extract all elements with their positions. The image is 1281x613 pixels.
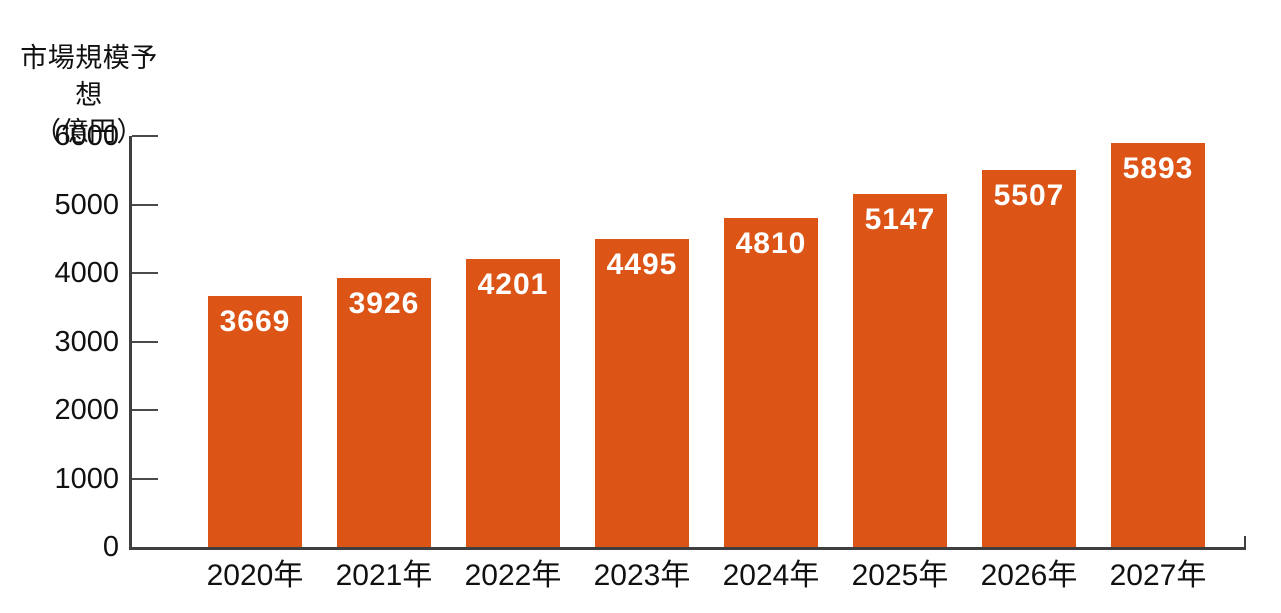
bar-2026年: 5507	[982, 169, 1076, 547]
bar-value-label: 4201	[477, 268, 549, 302]
x-tick-label: 2020年	[206, 559, 304, 592]
chart-title-line1: 市場規模予想	[20, 43, 158, 110]
bar-value-label: 5507	[993, 178, 1065, 212]
bar-2025年: 5147	[853, 194, 947, 547]
chart-title-line2: （億円）	[34, 117, 144, 147]
y-tick	[132, 340, 158, 343]
y-tick-label: 5000	[54, 188, 119, 221]
y-tick	[132, 409, 158, 411]
bar-2020年: 3669	[208, 295, 302, 547]
bar-2023年: 4495	[595, 239, 689, 547]
y-tick-label: 1000	[54, 462, 119, 495]
x-tick-label: 2021年	[335, 559, 433, 592]
y-tick	[132, 203, 158, 206]
bar-value-label: 3926	[348, 287, 420, 321]
y-tick-label: 3000	[54, 325, 119, 358]
y-tick	[132, 272, 158, 274]
bar-value-label: 5893	[1122, 152, 1194, 186]
bar-value-label: 4495	[606, 248, 678, 282]
y-tick	[132, 477, 158, 480]
x-axis-end-tick	[1244, 536, 1246, 547]
bar-value-label: 4810	[735, 226, 807, 260]
x-tick-label: 2026年	[980, 559, 1078, 592]
bar-2024年: 4810	[724, 217, 818, 547]
bar-value-label: 3669	[219, 304, 291, 338]
plot-area: 0 1000 2000 3000 4000 5000 6000 3669 3926 4201 44…	[54, 120, 1246, 592]
x-tick-label: 2025年	[851, 559, 949, 592]
y-tick-label: 4000	[54, 257, 119, 289]
bar-value-label: 5147	[864, 203, 936, 237]
x-tick-label: 2024年	[722, 559, 820, 592]
y-tick	[132, 135, 158, 137]
x-tick-label: 2023年	[593, 559, 691, 592]
y-tick-label: 2000	[54, 394, 119, 426]
bar-2022年: 4201	[466, 259, 560, 547]
bar-2027年: 5893	[1111, 143, 1205, 547]
x-tick-label: 2022年	[464, 559, 562, 592]
bar-2021年: 3926	[337, 278, 431, 547]
y-tick-label: 6000	[54, 120, 119, 152]
y-tick-label: 0	[102, 531, 119, 563]
chart-title: 市場規模予想 （億円）	[10, 40, 168, 151]
x-tick-label: 2027年	[1109, 559, 1207, 592]
